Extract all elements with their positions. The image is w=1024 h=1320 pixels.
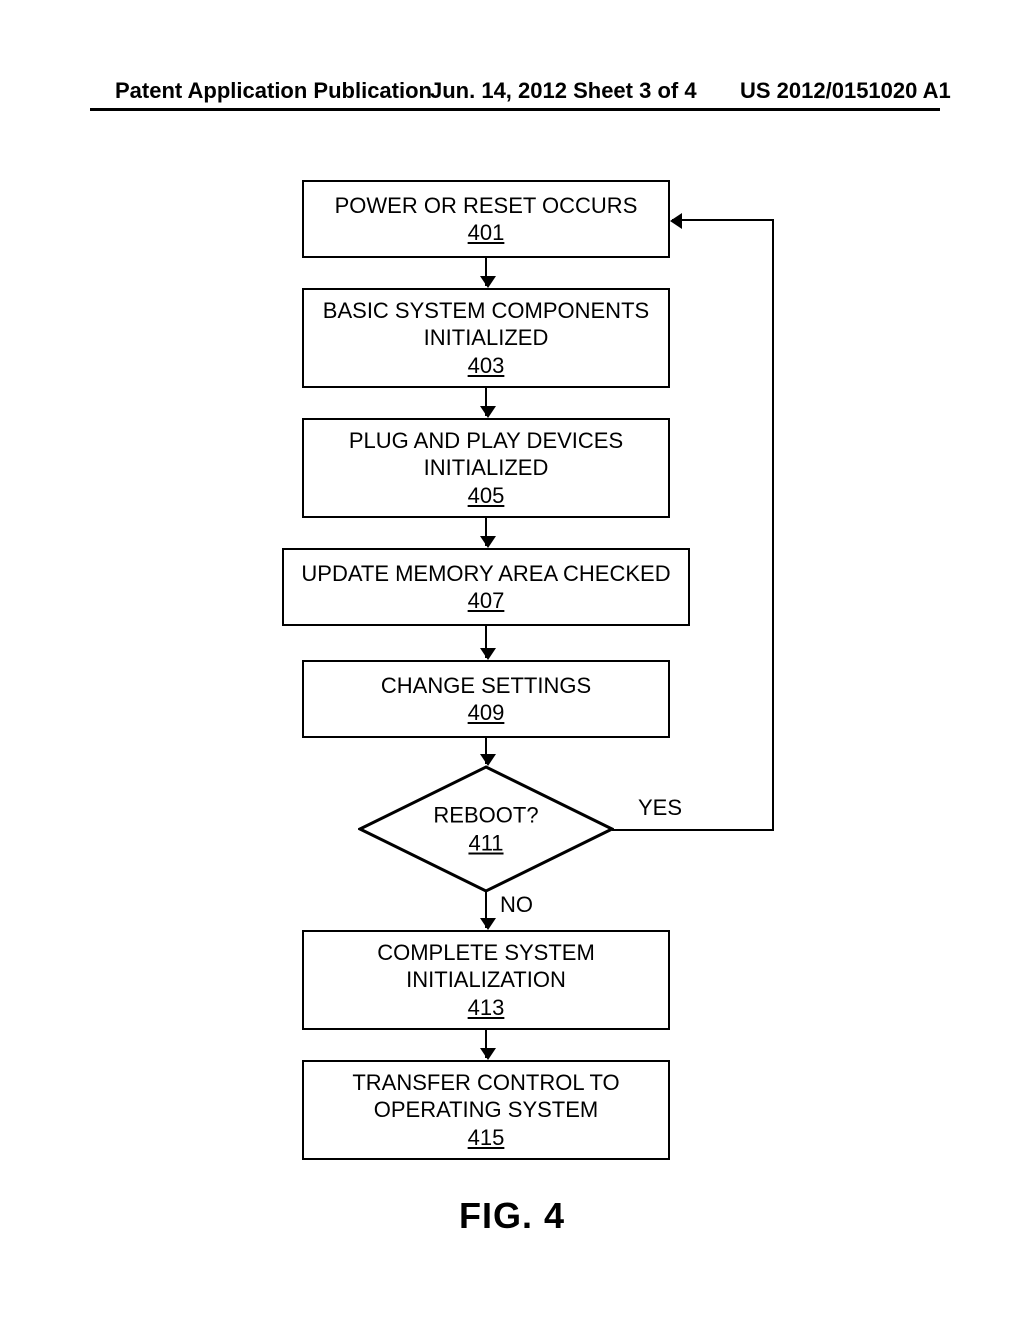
edge-411-413 <box>485 891 487 928</box>
edge-yes-h2 <box>672 219 772 221</box>
header-pub-number: US 2012/0151020 A1 <box>740 78 951 104</box>
node-415: TRANSFER CONTROL TO OPERATING SYSTEM 415 <box>302 1060 670 1160</box>
node-407-label: UPDATE MEMORY AREA CHECKED <box>301 560 670 588</box>
node-411-ref: 411 <box>358 829 614 857</box>
header-rule <box>90 108 940 111</box>
node-411-label: REBOOT? <box>358 802 614 830</box>
edge-401-403 <box>485 258 487 286</box>
node-403-label: BASIC SYSTEM COMPONENTS INITIALIZED <box>323 297 649 352</box>
node-403-ref: 403 <box>468 352 505 380</box>
edge-409-411 <box>485 738 487 764</box>
figure-caption: FIG. 4 <box>0 1195 1024 1237</box>
edge-403-405 <box>485 388 487 416</box>
node-413-label: COMPLETE SYSTEM INITIALIZATION <box>377 939 595 994</box>
node-409: CHANGE SETTINGS 409 <box>302 660 670 738</box>
edge-413-415 <box>485 1030 487 1058</box>
edge-yes-v <box>772 219 774 831</box>
page: Patent Application Publication Jun. 14, … <box>0 0 1024 1320</box>
node-405-ref: 405 <box>468 482 505 510</box>
header-date-sheet: Jun. 14, 2012 Sheet 3 of 4 <box>430 78 697 104</box>
node-413: COMPLETE SYSTEM INITIALIZATION 413 <box>302 930 670 1030</box>
edge-no-label: NO <box>500 892 533 918</box>
node-415-ref: 415 <box>468 1124 505 1152</box>
node-405: PLUG AND PLAY DEVICES INITIALIZED 405 <box>302 418 670 518</box>
node-401: POWER OR RESET OCCURS 401 <box>302 180 670 258</box>
node-411-text: REBOOT? 411 <box>358 802 614 857</box>
node-401-ref: 401 <box>468 219 505 247</box>
node-405-label: PLUG AND PLAY DEVICES INITIALIZED <box>349 427 623 482</box>
edge-407-409 <box>485 626 487 658</box>
node-409-label: CHANGE SETTINGS <box>381 672 591 700</box>
node-407: UPDATE MEMORY AREA CHECKED 407 <box>282 548 690 626</box>
edge-yes-label: YES <box>638 795 682 821</box>
edge-405-407 <box>485 518 487 546</box>
node-409-ref: 409 <box>468 699 505 727</box>
edge-yes-h1 <box>612 829 772 831</box>
node-403: BASIC SYSTEM COMPONENTS INITIALIZED 403 <box>302 288 670 388</box>
node-415-label: TRANSFER CONTROL TO OPERATING SYSTEM <box>352 1069 619 1124</box>
node-411: REBOOT? 411 <box>358 765 614 893</box>
node-407-ref: 407 <box>468 587 505 615</box>
node-413-ref: 413 <box>468 994 505 1022</box>
header-publication: Patent Application Publication <box>115 78 432 104</box>
node-401-label: POWER OR RESET OCCURS <box>335 192 638 220</box>
